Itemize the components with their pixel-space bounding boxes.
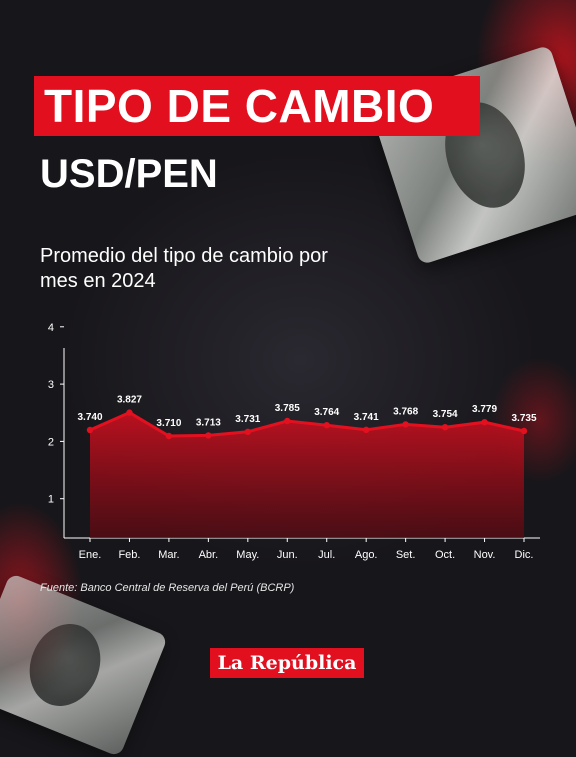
- x-tick-label: Oct.: [435, 549, 455, 561]
- y-tick-label: 3: [48, 379, 54, 391]
- data-label: 3.768: [393, 406, 418, 417]
- data-point: [323, 422, 330, 429]
- x-tick-label: Set.: [396, 549, 416, 561]
- source-note: Fuente: Banco Central de Reserva del Per…: [40, 582, 295, 594]
- x-tick-label: Abr.: [199, 549, 219, 561]
- data-label: 3.779: [472, 404, 497, 415]
- data-point: [362, 426, 370, 433]
- data-label: 3.710: [156, 418, 181, 429]
- y-tick-label: 1: [48, 494, 54, 506]
- x-tick-label: Dic.: [515, 549, 534, 561]
- data-label: 3.754: [433, 409, 458, 420]
- data-point: [441, 424, 449, 431]
- x-tick-label: Nov.: [474, 549, 496, 561]
- x-tick-label: Jul.: [318, 549, 335, 561]
- exchange-rate-chart: 1 2 3 4 Ene. Feb. Mar. Abr. May. Jun. Jul. Ago. Set.…: [48, 322, 540, 561]
- x-tick-label: Ago.: [355, 549, 378, 561]
- data-point: [284, 417, 291, 425]
- data-point: [244, 428, 252, 435]
- brand-logo: La República: [210, 648, 364, 678]
- data-label: 3.764: [314, 407, 339, 418]
- x-tick-label: May.: [236, 549, 259, 561]
- x-tick-label: Feb.: [118, 549, 140, 561]
- area-fill: [90, 412, 524, 538]
- page-title: TIPO DE CAMBIO: [44, 80, 435, 132]
- data-label: 3.741: [354, 412, 379, 423]
- data-label: 3.735: [511, 413, 536, 424]
- data-point: [126, 409, 133, 416]
- series-line: [89, 410, 525, 438]
- x-tick-label: Jun.: [277, 549, 298, 561]
- y-tick-label: 4: [48, 322, 54, 334]
- x-tick-label: Ene.: [79, 549, 102, 561]
- data-point: [520, 427, 528, 435]
- x-tick-label: Mar.: [158, 549, 179, 561]
- data-label: 3.785: [275, 403, 300, 414]
- chart-caption: Promedio del tipo de cambio por mes en 2…: [40, 245, 328, 292]
- data-label: 3.740: [77, 412, 102, 423]
- data-point: [86, 426, 94, 434]
- y-tick-label: 2: [48, 436, 54, 448]
- title-banner: [34, 76, 480, 136]
- page-subtitle: USD/PEN: [40, 152, 218, 196]
- logo-text: La República: [217, 652, 357, 674]
- data-label: 3.731: [235, 414, 260, 425]
- data-point: [165, 432, 173, 440]
- data-label: 3.713: [196, 417, 221, 428]
- data-point: [205, 432, 212, 439]
- data-point: [402, 421, 409, 428]
- data-label: 3.827: [117, 395, 142, 406]
- data-point: [481, 419, 488, 426]
